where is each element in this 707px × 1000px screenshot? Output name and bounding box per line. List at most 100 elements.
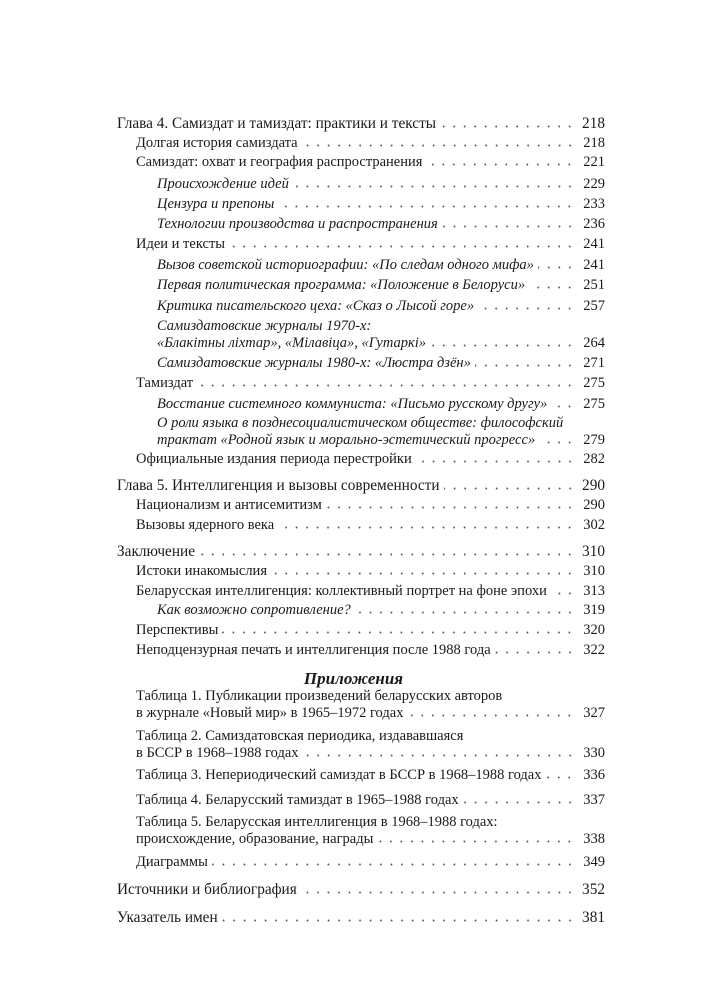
toc-entry: Критика писательского цеха: «Сказ о Лысо… [157, 298, 605, 315]
dot-leader [325, 506, 575, 509]
page-number: 241 [583, 236, 605, 252]
toc-entry-title: Долгая история самиздата [136, 135, 298, 151]
page-number: 236 [583, 216, 605, 232]
toc-entry-title: Источники и библиография [117, 881, 297, 898]
page-number: 257 [583, 298, 605, 314]
toc-entry: Перспективы 320 [136, 622, 605, 639]
dot-leader [222, 631, 575, 634]
page-number: 381 [582, 909, 605, 926]
toc-entry: Вызовы ядерного века 302 [136, 517, 605, 534]
page-number: 330 [583, 745, 605, 761]
dot-leader [440, 125, 575, 128]
toc-entry-title: О роли языка в позднесоциалистическом об… [157, 415, 564, 431]
dot-leader [478, 307, 575, 310]
toc-entry: Вызов советской историографии: «По следа… [157, 257, 605, 274]
page-number: 290 [582, 477, 605, 494]
page-number: 221 [583, 154, 605, 170]
toc-entry-title: Цензура и препоны [157, 196, 275, 212]
page-number: 310 [583, 563, 605, 579]
dot-leader [474, 364, 575, 367]
toc-entry: Тамиздат 275 [136, 375, 605, 392]
toc-entry: Таблица 2. Самиздатовская периодика, изд… [136, 728, 605, 762]
toc-entry-title: Национализм и антисемитизм [136, 497, 322, 513]
page-number: 275 [583, 396, 605, 412]
toc-entry-title: Таблица 1. Публикации произведений белар… [136, 688, 503, 704]
toc-entry-title: Истоки инакомыслия [136, 563, 267, 579]
dot-leader [302, 754, 575, 757]
page-number: 352 [582, 881, 605, 898]
dot-leader [407, 714, 575, 717]
toc-entry: Диаграммы 349 [136, 854, 605, 871]
toc-entry-title: Таблица 2. Самиздатовская периодика, изд… [136, 728, 464, 744]
toc-entry: Восстание системного коммуниста: «Письмо… [157, 396, 605, 413]
page-number: 338 [583, 831, 605, 847]
page-number: 336 [583, 767, 605, 783]
toc-entry-title: Глава 4. Самиздат и тамиздат: практики и… [117, 115, 437, 132]
dot-leader [292, 185, 575, 188]
toc-entry: Заключение 310 [117, 543, 605, 560]
toc-entry: Источники и библиография 352 [117, 881, 605, 898]
toc-entry: Первая политическая программа: «Положени… [157, 277, 605, 294]
toc-entry: Беларусская интеллигенция: коллективный … [136, 583, 605, 600]
toc-entry-title: Восстание системного коммуниста: «Письмо… [157, 396, 548, 412]
toc-entry: Долгая история самиздата 218 [136, 135, 605, 152]
page-number: 279 [583, 432, 605, 448]
toc-entry: Таблица 4. Беларусский тамиздат в 1965–1… [136, 792, 605, 809]
toc-entry: Таблица 5. Беларусская интеллигенция в 1… [136, 814, 605, 848]
toc-entry-title: Беларусская интеллигенция: коллективный … [136, 583, 547, 599]
dot-leader [278, 526, 575, 529]
dot-leader [462, 801, 575, 804]
toc-entry: Технологии производства и распространени… [157, 216, 605, 233]
toc-entry-title: Происхождение идей [157, 176, 289, 192]
toc-entry-title: Самиздатовские журналы 1970-х: [157, 318, 372, 334]
toc-entry: Таблица 1. Публикации произведений белар… [136, 688, 605, 722]
toc-entry-title-cont: трактат «Родной язык и морально-эстетиче… [157, 432, 536, 448]
page-number: 302 [583, 517, 605, 533]
toc-entry-title: Глава 5. Интеллигенция и вызовы современ… [117, 477, 440, 494]
toc-entry-title: Таблица 5. Беларусская интеллигенция в 1… [136, 814, 498, 830]
page-number: 218 [583, 135, 605, 151]
dot-leader [199, 553, 575, 556]
dot-leader [441, 225, 575, 228]
page-number: 313 [583, 583, 605, 599]
toc-entry: Идеи и тексты 241 [136, 236, 605, 253]
toc-entry-title: Таблица 4. Беларусский тамиздат в 1965–1… [136, 792, 459, 808]
page-number: 319 [583, 602, 605, 618]
page-number: 251 [583, 277, 605, 293]
dot-leader [539, 441, 575, 444]
page-number: 271 [583, 355, 605, 371]
dot-leader [537, 266, 575, 269]
toc-entry-title: Самиздатовские журналы 1980-х: «Люстра д… [157, 355, 471, 371]
toc-entry-title: Указатель имен [117, 909, 218, 926]
toc-entry-title: Идеи и тексты [136, 236, 226, 252]
dot-leader [430, 344, 575, 347]
toc-entry: Официальные издания периода перестройки 2… [136, 451, 605, 468]
page-number: 218 [582, 115, 605, 132]
toc-entry: Самиздатовские журналы 1970-х: «Блакітны … [157, 318, 605, 352]
dot-leader [197, 384, 575, 387]
dot-leader [271, 572, 575, 575]
dot-leader [211, 863, 575, 866]
dot-leader [494, 651, 575, 654]
toc-entry: Как возможно сопротивление? 319 [157, 602, 605, 619]
toc-entry-title: Технологии производства и распространени… [157, 216, 438, 232]
toc-entry-title: Вызовы ядерного века [136, 517, 275, 533]
page-number: 322 [583, 642, 605, 658]
toc-entry-title-cont: происхождение, образование, награды [136, 831, 374, 847]
toc-entry-title: Самиздат: охват и география распростране… [136, 154, 423, 170]
page-number: 337 [583, 792, 605, 808]
toc-entry: Национализм и антисемитизм 290 [136, 497, 605, 514]
toc-entry-title: Тамиздат [136, 375, 194, 391]
page-number: 320 [583, 622, 605, 638]
appendix-heading: Приложения [303, 669, 404, 688]
toc-entry: О роли языка в позднесоциалистическом об… [157, 415, 605, 449]
toc-entry: Таблица 3. Непериодический самиздат в БС… [136, 767, 605, 784]
toc-entry: Цензура и препоны 233 [157, 196, 605, 213]
toc-entry: Происхождение идей 229 [157, 176, 605, 193]
page-number: 282 [583, 451, 605, 467]
dot-leader [529, 286, 575, 289]
dot-leader [426, 163, 575, 166]
dot-leader [551, 405, 575, 408]
dot-leader [229, 245, 575, 248]
toc-entry: Неподцензурная печать и интеллигенция по… [136, 642, 605, 659]
